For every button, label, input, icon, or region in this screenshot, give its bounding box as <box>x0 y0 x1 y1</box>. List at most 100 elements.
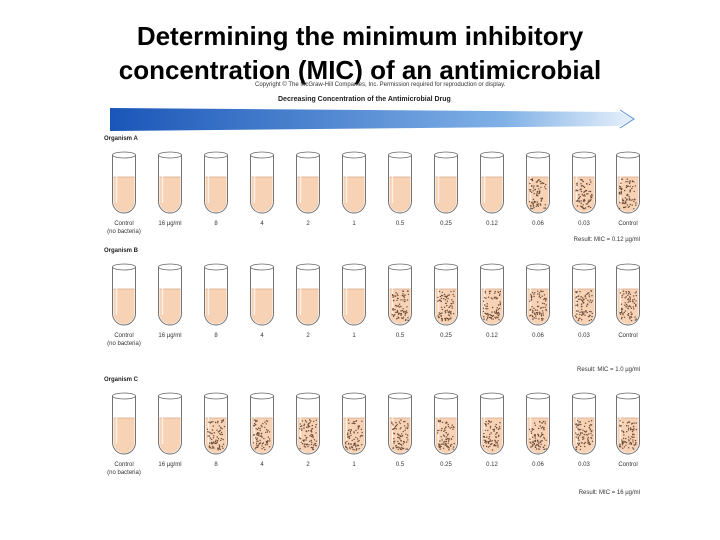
tube-label: Control <box>618 333 637 339</box>
tube-clear: 2 <box>296 151 320 227</box>
tube-clear: 4 <box>250 263 274 339</box>
tube-label: Control <box>114 221 133 227</box>
tube-rim <box>572 151 596 159</box>
tube-glass <box>616 155 640 214</box>
tube-clear: 16 µg/ml <box>158 263 182 339</box>
tube-rim <box>572 263 596 271</box>
bacterial-growth-dots <box>575 178 593 210</box>
bacterial-growth-dots <box>482 420 501 451</box>
bacterial-growth-dots <box>575 420 594 451</box>
gradient-arrow-head <box>619 109 635 129</box>
organism-label: Organism A <box>104 136 138 142</box>
tube-medium <box>205 289 227 324</box>
bacterial-growth-dots <box>437 290 455 322</box>
tube-glass <box>158 396 182 455</box>
tube-medium <box>481 177 503 213</box>
bacterial-growth-dots <box>206 419 226 451</box>
tube-label: 8 <box>214 462 218 468</box>
tube-clear: 1 <box>342 151 366 227</box>
tube-rim <box>342 263 366 271</box>
tube-glass <box>296 267 320 326</box>
tube-rim <box>434 263 458 271</box>
mic-result: Result: MIC = 1.0 µg/ml <box>577 367 640 373</box>
bacterial-growth-dots <box>618 420 638 450</box>
tube-clear: 1 <box>342 263 366 339</box>
organism-row: Organism C Control (no bacteria) 16 µg/ml 8 4… <box>104 377 640 496</box>
tube-glass <box>480 155 504 214</box>
tube-glass <box>112 155 136 214</box>
tube-label: 0.5 <box>396 333 405 339</box>
tube-glass <box>480 267 504 326</box>
tube-glass <box>616 267 640 326</box>
tube-clear: 0.12 <box>480 151 504 227</box>
tube-clear: 2 <box>296 263 320 339</box>
tube-medium <box>205 418 227 453</box>
tube-medium <box>297 177 319 213</box>
tube-medium <box>389 177 411 213</box>
tube-label: 2 <box>306 333 310 339</box>
tube-medium <box>481 418 503 453</box>
tube-label: 0.06 <box>532 221 544 227</box>
tube-glass <box>388 155 412 214</box>
tube-turbid: 0.06 <box>526 151 550 227</box>
tube-glass <box>434 155 458 214</box>
tube-rim <box>204 263 228 271</box>
gradient-label: Decreasing Concentration of the Antimicr… <box>278 96 451 103</box>
tube-medium <box>113 418 135 453</box>
tube-glass <box>250 155 274 214</box>
tube-turbid: Control <box>616 263 640 339</box>
tube-glass <box>526 155 550 214</box>
tube-turbid: Control <box>616 151 640 227</box>
tube-label: 0.12 <box>486 221 498 227</box>
tube-rim <box>342 151 366 159</box>
tube-medium <box>297 289 319 324</box>
tube-glass <box>204 396 228 455</box>
tube-turbid: 0.5 <box>388 263 412 339</box>
tube-glass <box>296 155 320 214</box>
tube-glass <box>112 267 136 326</box>
tube-medium <box>251 289 273 324</box>
tube-medium <box>113 289 135 324</box>
tube-rim <box>616 151 640 159</box>
tube-medium <box>343 177 365 213</box>
tube-clear: 8 <box>204 151 228 227</box>
tube-label: 4 <box>260 462 264 468</box>
tube-glass <box>434 396 458 455</box>
bacterial-growth-dots <box>574 290 593 322</box>
tube-label: 1 <box>352 462 356 468</box>
tube-rim <box>112 263 136 271</box>
tube-rim <box>296 263 320 271</box>
tube-label: 1 <box>352 333 356 339</box>
tube-turbid: 4 <box>250 392 274 468</box>
tube-rim <box>434 151 458 159</box>
tube-rim <box>250 151 274 159</box>
tube-turbid: 0.25 <box>434 392 458 468</box>
tube-turbid: 0.12 <box>480 263 504 339</box>
tube-turbid: 0.03 <box>572 263 596 339</box>
tube-label: 16 µg/ml <box>158 221 181 227</box>
tube-label: 0.25 <box>440 333 452 339</box>
tube-rim <box>250 263 274 271</box>
tube-clear: 8 <box>204 263 228 339</box>
tube-medium <box>573 289 595 324</box>
bacterial-growth-dots <box>528 420 547 451</box>
tube-rim <box>526 392 550 400</box>
tube-glass <box>342 396 366 455</box>
tube-label: 4 <box>260 333 264 339</box>
tube-glass <box>526 267 550 326</box>
tube-label: 0.06 <box>532 462 544 468</box>
tube-clear: 4 <box>250 151 274 227</box>
tube-turbid: 0.12 <box>480 392 504 468</box>
tube-glass <box>112 396 136 455</box>
tube-label: 2 <box>306 221 310 227</box>
tube-medium <box>251 177 273 213</box>
tube-turbid: 0.03 <box>572 151 596 227</box>
tube-rim <box>388 151 412 159</box>
mic-result: Result: MIC = 16 µg/ml <box>579 490 640 496</box>
tube-label: 0.12 <box>486 333 498 339</box>
tube-label: Control <box>114 333 133 339</box>
tube-rim <box>526 151 550 159</box>
tube-label: 16 µg/ml <box>158 333 181 339</box>
tube-glass <box>204 155 228 214</box>
